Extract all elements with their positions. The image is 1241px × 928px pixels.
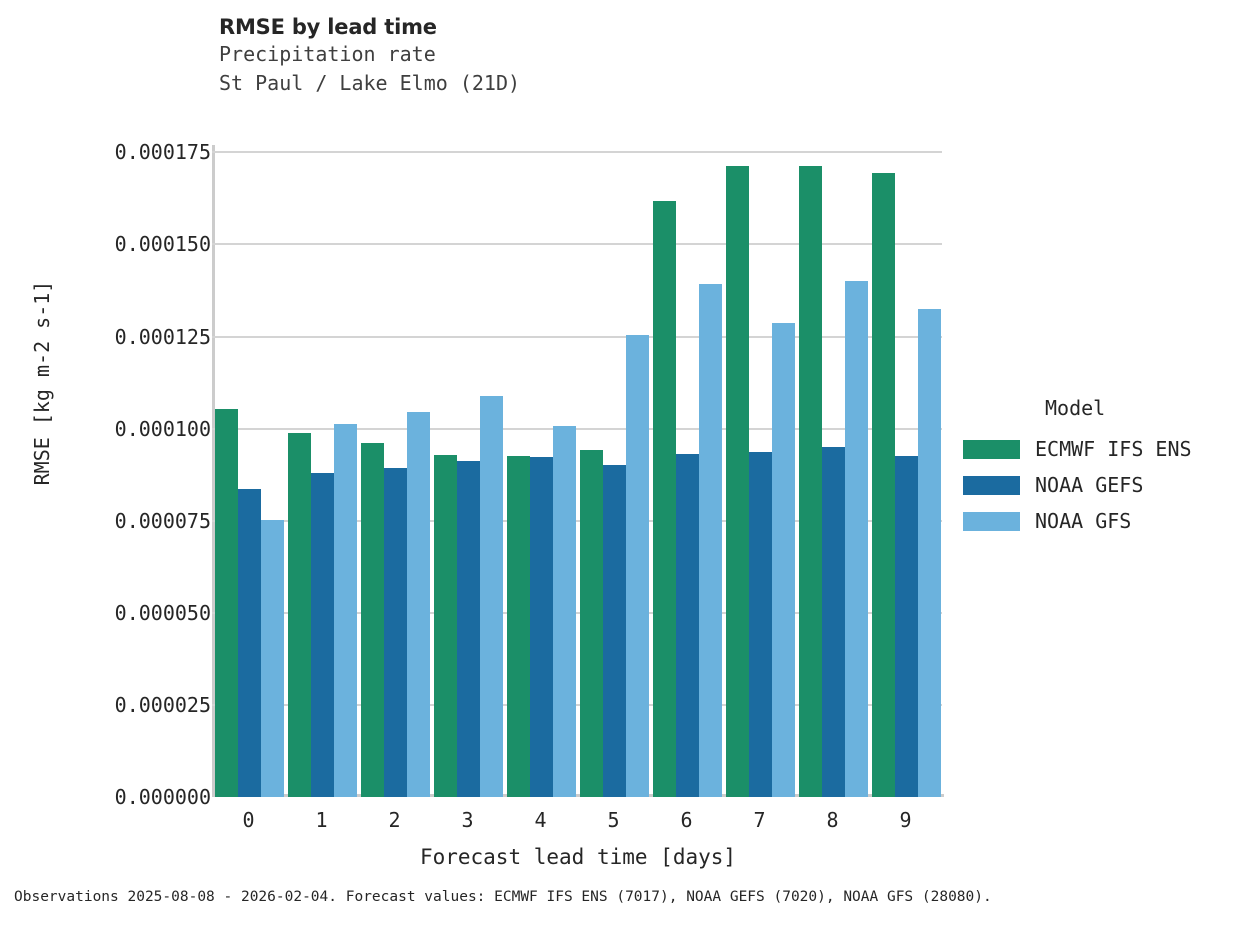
y-axis-tick-label: 0.000075: [114, 508, 211, 533]
bar[interactable]: [530, 457, 553, 797]
legend-swatch-icon: [963, 475, 1020, 495]
y-axis-tick-label: 0.000050: [114, 600, 211, 625]
bar[interactable]: [238, 488, 261, 797]
y-axis-tick-label: 0.000175: [114, 140, 211, 165]
bar[interactable]: [918, 308, 941, 797]
bar[interactable]: [822, 447, 845, 797]
gridline: [212, 519, 942, 522]
bar[interactable]: [603, 464, 626, 797]
y-axis-tick-label: 0.000100: [114, 416, 211, 441]
gridline: [212, 611, 942, 614]
x-axis-tick-label: 9: [899, 808, 912, 832]
bar[interactable]: [845, 281, 868, 797]
chart-subtitle-variable: Precipitation rate: [219, 42, 436, 66]
bar[interactable]: [407, 411, 430, 797]
title-block: RMSE by lead time Precipitation rate St …: [219, 14, 520, 98]
legend-item[interactable]: NOAA GEFS: [963, 467, 1192, 503]
legend-swatch-icon: [963, 439, 1020, 459]
bar[interactable]: [580, 450, 603, 797]
chart-subtitle-location: St Paul / Lake Elmo (21D): [219, 71, 521, 95]
legend-item-label: ECMWF IFS ENS: [1035, 437, 1192, 461]
bar[interactable]: [215, 408, 238, 797]
gridline: [212, 151, 942, 154]
bar[interactable]: [434, 454, 457, 797]
x-axis-spine: [212, 794, 944, 797]
legend-swatch-icon: [963, 511, 1020, 531]
x-axis-tick-label: 2: [388, 808, 401, 832]
legend-item-label: NOAA GFS: [1035, 509, 1132, 533]
bar[interactable]: [288, 433, 311, 797]
gridline: [212, 703, 942, 706]
bar[interactable]: [626, 335, 649, 797]
bar[interactable]: [334, 424, 357, 797]
bar[interactable]: [507, 455, 530, 797]
bar[interactable]: [261, 520, 284, 797]
gridline: [212, 335, 942, 338]
legend-item[interactable]: NOAA GFS: [963, 503, 1192, 539]
x-axis-tick-label: 5: [607, 808, 620, 832]
x-axis-title: Forecast lead time [days]: [419, 845, 737, 869]
bar[interactable]: [799, 166, 822, 797]
legend-title: Model: [1045, 396, 1106, 420]
plot-area: [212, 145, 942, 797]
page-title: RMSE by lead time: [219, 15, 437, 39]
bar[interactable]: [553, 425, 576, 797]
footer-caption: Observations 2025-08-08 - 2026-02-04. Fo…: [14, 889, 992, 905]
bar[interactable]: [361, 443, 384, 797]
y-axis-tick-label: 0.000025: [114, 692, 211, 717]
legend-item-label: NOAA GEFS: [1035, 473, 1144, 497]
bar[interactable]: [872, 173, 895, 797]
legend: Model ECMWF IFS ENS NOAA GEFS NOAA GFS: [963, 396, 1192, 539]
x-axis-tick-label: 1: [315, 808, 328, 832]
x-axis-tick-label: 8: [826, 808, 839, 832]
bar[interactable]: [895, 456, 918, 797]
y-axis-tick-label: 0.000150: [114, 232, 211, 257]
y-axis-title: RMSE [kg m-2 s-1]: [30, 280, 54, 486]
gridline: [212, 243, 942, 246]
x-axis-tick-label: 7: [753, 808, 766, 832]
x-axis-tick-label: 0: [242, 808, 255, 832]
bar[interactable]: [726, 166, 749, 797]
bars-and-gridlines: [212, 145, 942, 797]
legend-items: ECMWF IFS ENS NOAA GEFS NOAA GFS: [963, 431, 1192, 539]
x-axis-tick-label: 3: [461, 808, 474, 832]
x-axis-tick-label: 6: [680, 808, 693, 832]
bar[interactable]: [311, 472, 334, 797]
bar[interactable]: [653, 201, 676, 797]
bar[interactable]: [749, 451, 772, 797]
bar[interactable]: [384, 468, 407, 797]
gridline: [212, 427, 942, 430]
bar[interactable]: [699, 283, 722, 797]
bar[interactable]: [676, 453, 699, 797]
bar[interactable]: [772, 323, 795, 797]
y-axis-spine: [212, 145, 215, 797]
y-axis-tick-label: 0.000125: [114, 324, 211, 349]
y-axis-tick-label: 0.000000: [114, 785, 211, 809]
x-axis-tick-label: 4: [534, 808, 547, 832]
bar[interactable]: [480, 395, 503, 797]
legend-item[interactable]: ECMWF IFS ENS: [963, 431, 1192, 467]
bar[interactable]: [457, 460, 480, 797]
